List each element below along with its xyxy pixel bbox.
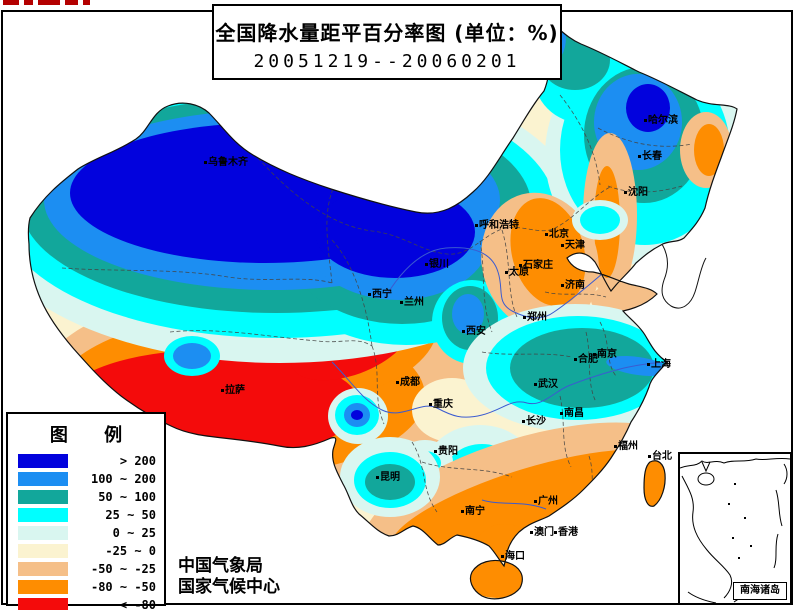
map-date-range: 20051219--20060201 bbox=[253, 51, 521, 72]
legend-item: 25 ~ 50 bbox=[8, 506, 164, 524]
inset-island-dots bbox=[728, 483, 752, 559]
province-boundaries bbox=[61, 94, 693, 513]
inset-map bbox=[680, 457, 790, 603]
legend-item: -50 ~ -25 bbox=[8, 560, 164, 578]
title-box: 全国降水量距平百分率图 (单位：%) 20051219--20060201 bbox=[212, 4, 562, 80]
legend-swatch bbox=[18, 562, 68, 576]
legend-item: > 200 bbox=[8, 452, 164, 470]
legend-label: -25 ~ 0 bbox=[105, 544, 156, 558]
legend-swatch bbox=[18, 508, 68, 522]
inset-label: 南海诸岛 bbox=[733, 582, 787, 600]
clipped-red-text-fragment bbox=[3, 0, 90, 5]
legend-swatch bbox=[18, 472, 68, 486]
legend-label: < -80 bbox=[119, 598, 156, 610]
legend-label: 25 ~ 50 bbox=[105, 508, 156, 522]
legend-swatch bbox=[18, 454, 68, 468]
legend-label: 0 ~ 25 bbox=[112, 526, 156, 540]
legend-label: 100 ~ 200 bbox=[90, 472, 156, 486]
legend-swatch bbox=[18, 490, 68, 504]
legend-swatch bbox=[18, 544, 68, 558]
national-boundary bbox=[27, 20, 738, 600]
legend-swatch bbox=[18, 526, 68, 540]
legend-swatch bbox=[18, 580, 68, 594]
attribution: 中国气象局 国家气候中心 bbox=[178, 556, 280, 598]
attribution-line1: 中国气象局 bbox=[178, 556, 263, 576]
legend-swatch bbox=[18, 598, 68, 610]
legend-rows: > 200 100 ~ 200 50 ~ 100 25 ~ 50 0 ~ 25 -25 ~… bbox=[8, 452, 164, 610]
legend-label: -80 ~ -50 bbox=[90, 580, 156, 594]
legend-box: 图 例 > 200 100 ~ 200 50 ~ 100 25 ~ 50 0 ~ 25 -… bbox=[6, 412, 166, 610]
legend-item: -80 ~ -50 bbox=[8, 578, 164, 596]
rivers bbox=[331, 247, 667, 510]
legend-item: 0 ~ 25 bbox=[8, 524, 164, 542]
legend-label: 50 ~ 100 bbox=[98, 490, 156, 504]
legend-item: 100 ~ 200 bbox=[8, 470, 164, 488]
legend-item: 50 ~ 100 bbox=[8, 488, 164, 506]
attribution-line2: 国家气候中心 bbox=[178, 577, 280, 597]
south-china-sea-inset: 南海诸岛 bbox=[678, 452, 792, 605]
legend-item: < -80 bbox=[8, 596, 164, 610]
legend-label: -50 ~ -25 bbox=[90, 562, 156, 576]
legend-item: -25 ~ 0 bbox=[8, 542, 164, 560]
legend-label: > 200 bbox=[119, 454, 156, 468]
map-title: 全国降水量距平百分率图 (单位：%) bbox=[215, 21, 559, 45]
korea-outline bbox=[661, 243, 707, 309]
legend-title: 图 例 bbox=[49, 425, 123, 446]
